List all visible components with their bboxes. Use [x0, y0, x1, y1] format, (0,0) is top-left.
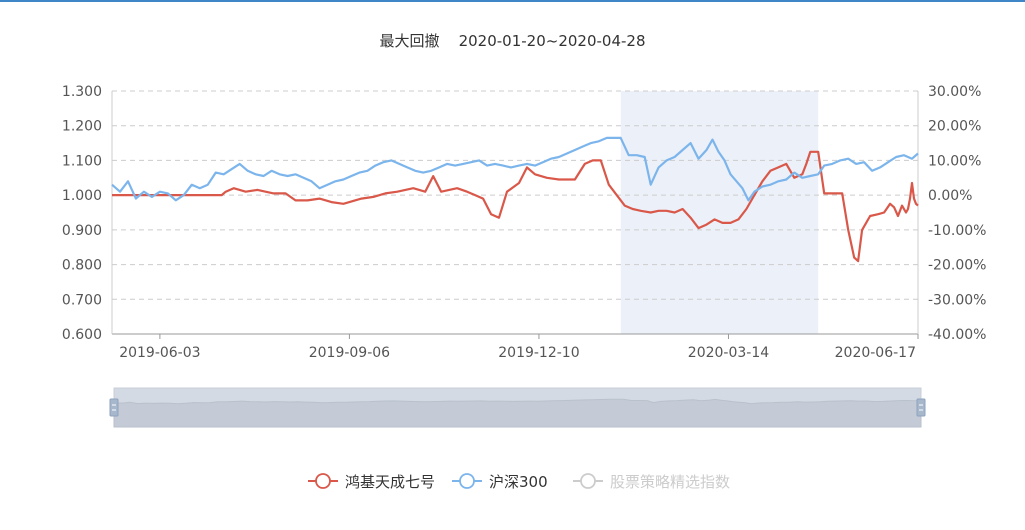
- y-right-tick-label: -30.00%: [928, 292, 986, 308]
- x-tick-label: 2020-06-17: [835, 345, 916, 361]
- x-tick-label: 2019-09-06: [309, 345, 390, 361]
- series-lines: [111, 136, 919, 263]
- legend[interactable]: 鸿基天成七号 沪深300 股票策略精选指数: [308, 473, 730, 491]
- y-left-tick-label: 1.200: [62, 119, 102, 135]
- y-left-tick-label: 0.700: [62, 292, 102, 308]
- legend-circle-icon: [580, 473, 596, 489]
- data-zoom-slider[interactable]: [109, 387, 926, 428]
- y-left-tick-label: 1.100: [62, 153, 102, 169]
- legend-item[interactable]: 股票策略精选指数: [573, 473, 730, 491]
- legend-circle-icon: [315, 473, 331, 489]
- y-left-tick-label: 1.000: [62, 188, 102, 204]
- legend-label: 沪深300: [489, 473, 548, 491]
- y-left-tick-label: 1.300: [62, 84, 102, 100]
- slider-preview-area: [113, 398, 922, 428]
- x-tick-label: 2019-06-03: [119, 345, 200, 361]
- series-line[interactable]: [111, 136, 919, 202]
- y-left-tick-label: 0.800: [62, 258, 102, 274]
- legend-label: 鸿基天成七号: [345, 473, 435, 491]
- y-left-tick-label: 0.600: [62, 327, 102, 343]
- x-tick-label: 2020-03-14: [688, 345, 769, 361]
- y-right-tick-label: 20.00%: [928, 119, 981, 135]
- y-right-tick-label: -20.00%: [928, 258, 986, 274]
- legend-circle-icon: [459, 473, 475, 489]
- top-accent-line: [0, 0, 1025, 2]
- legend-item[interactable]: 沪深300: [452, 473, 548, 491]
- y-left-tick-label: 0.900: [62, 223, 102, 239]
- axes: 1.300 30.00% 1.200 20.00% 1.100 10.00% 1.000 0.…: [62, 84, 987, 361]
- y-right-tick-label: 30.00%: [928, 84, 981, 100]
- chart-title: 最大回撤 2020-01-20~2020-04-28: [379, 32, 646, 50]
- y-right-tick-label: -40.00%: [928, 327, 986, 343]
- y-right-tick-label: 0.00%: [928, 188, 972, 204]
- y-right-tick-label: 10.00%: [928, 153, 981, 169]
- legend-item[interactable]: 鸿基天成七号: [308, 473, 435, 491]
- legend-label: 股票策略精选指数: [610, 473, 730, 491]
- slider-left-handle[interactable]: [109, 398, 119, 417]
- x-tick-label: 2019-12-10: [498, 345, 579, 361]
- series-line[interactable]: [112, 150, 919, 263]
- slider-right-handle[interactable]: [916, 398, 926, 417]
- y-right-tick-label: -10.00%: [928, 223, 986, 239]
